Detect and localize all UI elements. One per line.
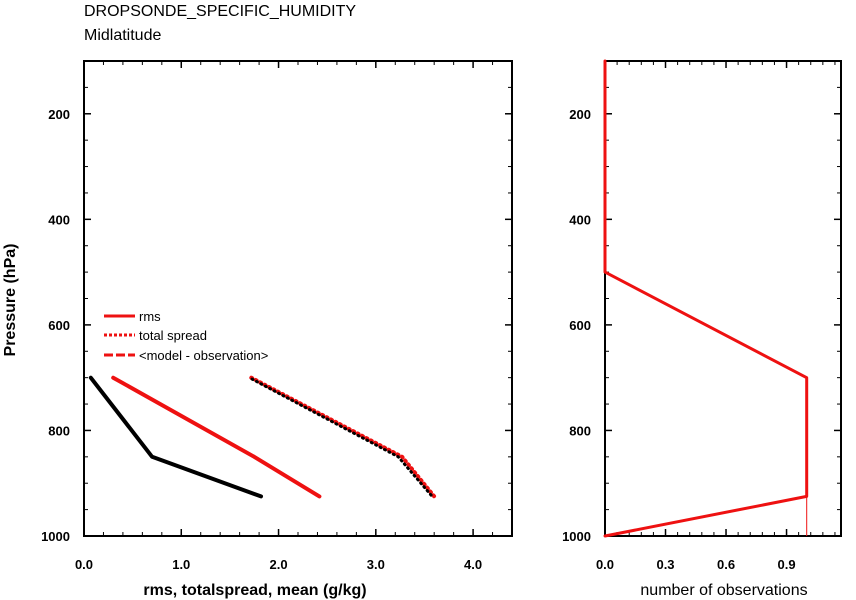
left-y-tick-label: 800 bbox=[48, 423, 70, 438]
right-x-tick-label: 0.3 bbox=[656, 557, 674, 572]
legend-mean-label: <model - observation> bbox=[139, 348, 268, 363]
series-mean-line bbox=[88, 375, 263, 499]
left-x-tick-label: 3.0 bbox=[367, 557, 385, 572]
right-panel: 200 400 600 800 1000 0.0 0.3 0.6 0.9 bbox=[562, 59, 842, 572]
left-y-tick-label: 600 bbox=[48, 318, 70, 333]
right-y-tick-label: 200 bbox=[569, 107, 591, 122]
y-axis-label: Pressure (hPa) bbox=[2, 244, 19, 357]
series-spread-line bbox=[249, 375, 437, 499]
left-x-axis-label: rms, totalspread, mean (g/kg) bbox=[143, 582, 366, 599]
left-y-tick-label: 400 bbox=[48, 212, 70, 227]
right-x-tick-label: 0.9 bbox=[777, 557, 795, 572]
right-y-tick-label: 600 bbox=[569, 318, 591, 333]
right-x-tick-label: 0.6 bbox=[717, 557, 735, 572]
right-x-axis-label: number of observations bbox=[640, 582, 807, 599]
left-y-tick-label: 200 bbox=[48, 107, 70, 122]
series-rms-line bbox=[111, 375, 322, 499]
chart-subtitle: Midlatitude bbox=[84, 27, 161, 44]
legend: rms total spread <model - observation> bbox=[104, 309, 268, 363]
obs-count-line bbox=[603, 59, 809, 538]
legend-rms-label: rms bbox=[139, 309, 161, 324]
left-x-tick-label: 2.0 bbox=[270, 557, 288, 572]
right-y-tick-label: 800 bbox=[569, 423, 591, 438]
right-x-tick-label: 0.0 bbox=[596, 557, 614, 572]
left-plot-frame bbox=[83, 60, 513, 537]
left-panel: 200 400 600 800 1000 0.0 1.0 2.0 3.0 4.0 bbox=[41, 60, 513, 572]
left-x-tick-label: 1.0 bbox=[172, 557, 190, 572]
left-x-tick-label: 4.0 bbox=[464, 557, 482, 572]
left-y-tick-label: 1000 bbox=[41, 529, 70, 544]
series-spread-overlay-line bbox=[247, 376, 434, 498]
right-y-tick-label: 400 bbox=[569, 212, 591, 227]
legend-spread-label: total spread bbox=[139, 328, 207, 343]
right-y-tick-label: 1000 bbox=[562, 529, 591, 544]
chart-title: DROPSONDE_SPECIFIC_HUMIDITY bbox=[84, 3, 356, 20]
left-x-tick-label: 0.0 bbox=[75, 557, 93, 572]
